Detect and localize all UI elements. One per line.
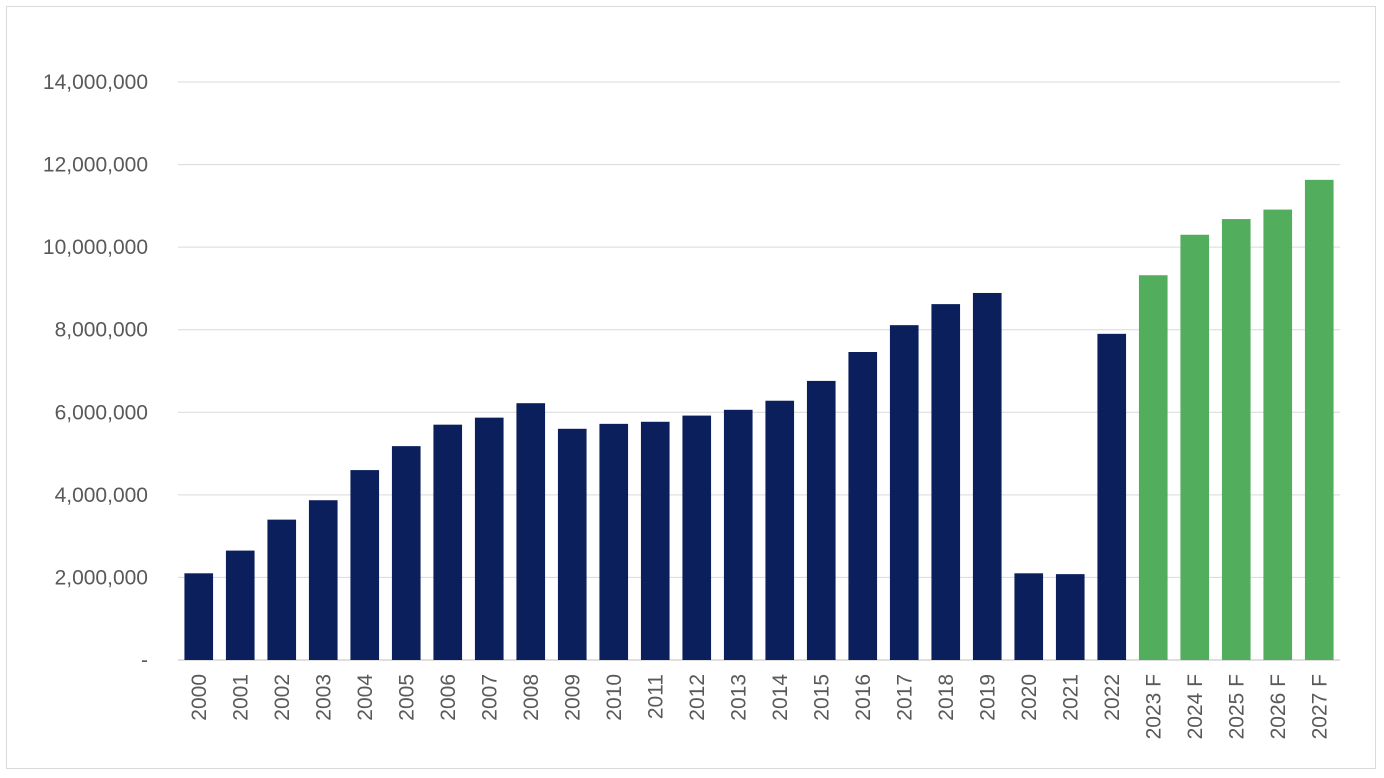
bar bbox=[723, 409, 753, 660]
y-tick-label: 12,000,000 bbox=[43, 154, 148, 177]
bar bbox=[184, 573, 214, 660]
x-tick-label: 2005 bbox=[395, 674, 418, 721]
bar bbox=[1138, 275, 1168, 660]
bar bbox=[931, 304, 961, 660]
x-tick-label: 2026 F bbox=[1267, 674, 1290, 739]
x-tick-label: 2027 F bbox=[1308, 674, 1331, 739]
x-tick-label: 2009 bbox=[561, 674, 584, 721]
y-axis-ticks: - 2,000,000 4,000,000 6,000,000 8,000,000 10,… bbox=[43, 71, 148, 672]
x-tick-label: 2023 F bbox=[1142, 674, 1165, 739]
bar bbox=[1014, 573, 1044, 660]
bar bbox=[267, 519, 297, 660]
y-tick-label: 14,000,000 bbox=[43, 71, 148, 94]
x-tick-label: 2014 bbox=[769, 674, 792, 721]
y-tick-label: 2,000,000 bbox=[55, 566, 148, 589]
x-tick-label: 2004 bbox=[354, 674, 377, 721]
bar bbox=[765, 400, 795, 660]
x-tick-label: 2019 bbox=[976, 674, 999, 721]
bar bbox=[225, 550, 255, 660]
bar bbox=[1221, 219, 1251, 660]
bar bbox=[350, 470, 380, 660]
x-tick-label: 2016 bbox=[852, 674, 875, 721]
y-tick-label: 10,000,000 bbox=[43, 236, 148, 259]
x-tick-label: 2017 bbox=[893, 674, 916, 721]
bar bbox=[1263, 209, 1293, 660]
x-tick-label: 2013 bbox=[727, 674, 750, 721]
x-tick-label: 2000 bbox=[188, 674, 211, 721]
x-tick-label: 2022 bbox=[1101, 674, 1124, 721]
x-tick-label: 2001 bbox=[229, 674, 252, 721]
y-tick-label: 8,000,000 bbox=[55, 319, 148, 342]
bar bbox=[972, 292, 1002, 660]
x-tick-label: 2025 F bbox=[1225, 674, 1248, 739]
x-tick-label: 2024 F bbox=[1184, 674, 1207, 739]
x-tick-label: 2006 bbox=[437, 674, 460, 721]
bar bbox=[516, 403, 546, 660]
x-tick-label: 2002 bbox=[271, 674, 294, 721]
x-tick-label: 2008 bbox=[520, 674, 543, 721]
y-tick-label: 4,000,000 bbox=[55, 484, 148, 507]
bar bbox=[557, 428, 587, 660]
bar bbox=[1180, 234, 1210, 660]
x-tick-label: 2015 bbox=[810, 674, 833, 721]
bar bbox=[599, 423, 629, 660]
x-tick-label: 2021 bbox=[1059, 674, 1082, 721]
bar bbox=[1097, 333, 1127, 660]
x-tick-label: 2011 bbox=[644, 674, 667, 719]
bar bbox=[308, 500, 338, 660]
bar bbox=[1304, 179, 1334, 660]
bar bbox=[391, 446, 421, 660]
x-tick-label: 2003 bbox=[312, 674, 335, 721]
bar bbox=[682, 415, 712, 660]
x-tick-label: 2020 bbox=[1018, 674, 1041, 721]
bar bbox=[848, 352, 878, 660]
x-tick-label: 2007 bbox=[478, 674, 501, 721]
bar bbox=[806, 380, 836, 660]
x-axis-ticks: 2000 2001 2002 2003 2004 2005 2006 2007 2008 2009… bbox=[188, 674, 1332, 740]
bar bbox=[640, 421, 670, 660]
bar bbox=[1055, 574, 1085, 660]
y-tick-label: 6,000,000 bbox=[55, 401, 148, 424]
x-tick-label: 2012 bbox=[686, 674, 709, 721]
y-tick-label: - bbox=[141, 649, 148, 672]
bar bbox=[474, 417, 504, 660]
x-tick-label: 2010 bbox=[603, 674, 626, 721]
bar bbox=[433, 424, 463, 660]
bar bbox=[889, 325, 919, 660]
x-tick-label: 2018 bbox=[935, 674, 958, 721]
bars bbox=[184, 179, 1334, 660]
